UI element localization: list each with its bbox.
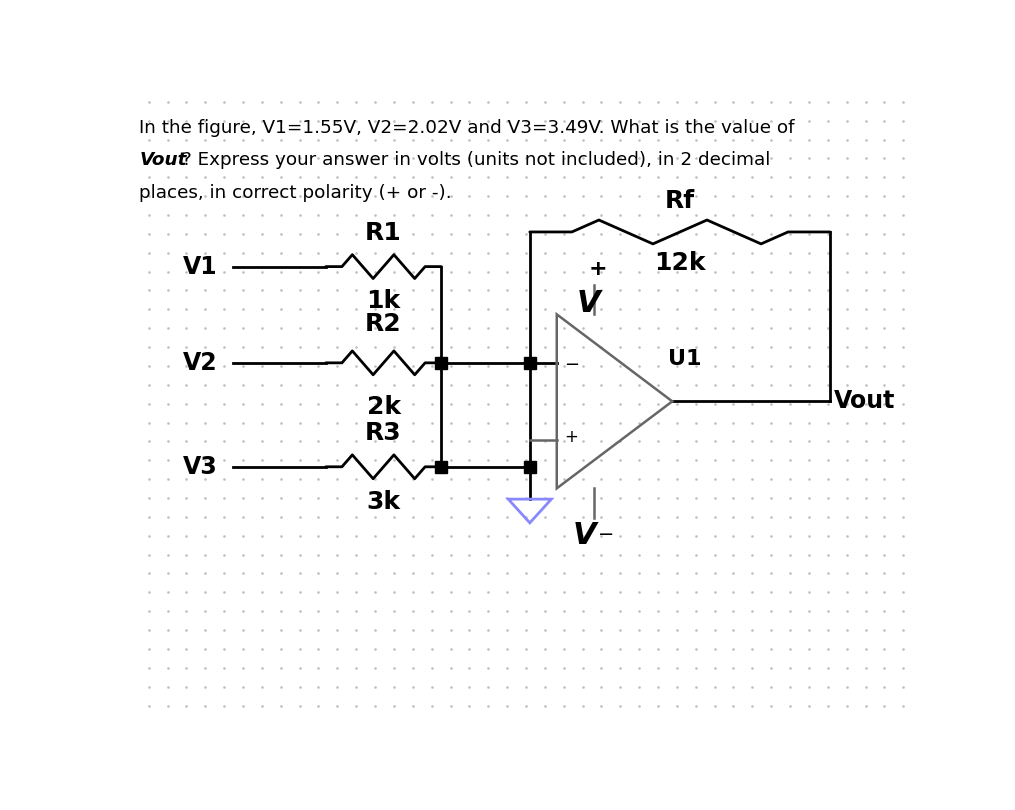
Text: R2: R2 — [365, 312, 402, 336]
Text: V1: V1 — [184, 254, 218, 279]
Text: places, in correct polarity (+ or -).: places, in correct polarity (+ or -). — [139, 184, 452, 202]
Text: V3: V3 — [184, 454, 218, 479]
Text: +: + — [564, 428, 579, 446]
Text: V2: V2 — [184, 351, 218, 375]
Text: V: V — [572, 522, 596, 551]
Text: U1: U1 — [669, 349, 702, 369]
Text: 1k: 1k — [366, 289, 401, 313]
Text: ? Express your answer in volts (units not included), in 2 decimal: ? Express your answer in volts (units no… — [182, 151, 770, 169]
Text: Rf: Rf — [665, 189, 695, 213]
Text: V: V — [577, 289, 600, 318]
Text: R3: R3 — [365, 421, 402, 446]
Text: +: + — [589, 259, 607, 279]
Text: 2k: 2k — [366, 395, 401, 419]
Text: Vout: Vout — [139, 151, 187, 169]
Text: Vout: Vout — [834, 390, 895, 413]
Text: −: − — [564, 356, 580, 374]
Text: 3k: 3k — [366, 490, 401, 514]
Text: In the figure, V1=1.55V, V2=2.02V and V3=3.49V. What is the value of: In the figure, V1=1.55V, V2=2.02V and V3… — [139, 119, 795, 137]
Text: R1: R1 — [365, 221, 402, 245]
Text: −: − — [598, 526, 614, 544]
Text: 12k: 12k — [655, 251, 705, 275]
